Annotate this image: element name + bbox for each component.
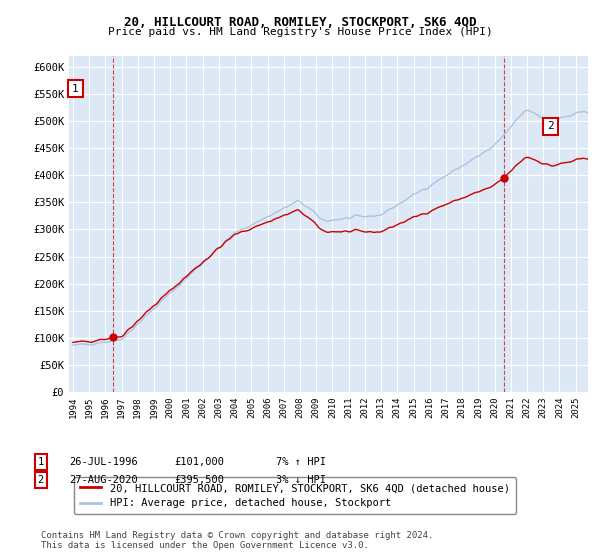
Text: 26-JUL-1996: 26-JUL-1996 [69, 457, 138, 467]
Text: Contains HM Land Registry data © Crown copyright and database right 2024.
This d: Contains HM Land Registry data © Crown c… [41, 531, 433, 550]
Legend: 20, HILLCOURT ROAD, ROMILEY, STOCKPORT, SK6 4QD (detached house), HPI: Average p: 20, HILLCOURT ROAD, ROMILEY, STOCKPORT, … [74, 477, 516, 515]
Text: 2: 2 [547, 122, 554, 132]
Text: Price paid vs. HM Land Registry's House Price Index (HPI): Price paid vs. HM Land Registry's House … [107, 27, 493, 37]
Text: 3% ↓ HPI: 3% ↓ HPI [276, 475, 326, 485]
Text: £395,500: £395,500 [174, 475, 224, 485]
Text: 7% ↑ HPI: 7% ↑ HPI [276, 457, 326, 467]
Text: 2: 2 [38, 475, 44, 485]
Text: 1: 1 [38, 457, 44, 467]
Text: 1: 1 [72, 83, 79, 94]
Text: 27-AUG-2020: 27-AUG-2020 [69, 475, 138, 485]
Text: £101,000: £101,000 [174, 457, 224, 467]
Text: 20, HILLCOURT ROAD, ROMILEY, STOCKPORT, SK6 4QD: 20, HILLCOURT ROAD, ROMILEY, STOCKPORT, … [124, 16, 476, 29]
